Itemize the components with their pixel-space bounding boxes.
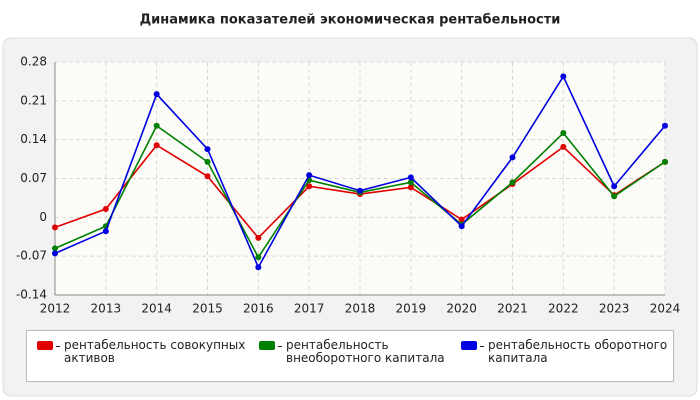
x-tick-label: 2024 xyxy=(650,302,681,316)
point xyxy=(255,234,262,241)
legend-dash xyxy=(278,346,282,347)
point xyxy=(509,154,516,161)
legend-dash xyxy=(480,346,484,347)
point xyxy=(458,223,465,230)
point xyxy=(153,122,160,129)
x-tick-label: 2018 xyxy=(345,302,376,316)
point xyxy=(204,158,211,165)
point xyxy=(662,158,668,165)
point xyxy=(560,143,567,150)
legend-label: рентабельность оборотного капитала xyxy=(488,338,668,365)
point xyxy=(153,142,160,149)
x-tick-label: 2022 xyxy=(548,302,579,316)
point xyxy=(102,206,109,213)
point xyxy=(560,73,567,80)
point xyxy=(52,250,58,257)
point xyxy=(102,228,109,235)
point xyxy=(357,187,363,194)
y-tick-label: 0.07 xyxy=(20,171,47,185)
x-tick-label: 2012 xyxy=(40,302,71,316)
point xyxy=(255,264,262,271)
legend-label: рентабельность совокупных активов xyxy=(64,338,246,365)
x-tick-label: 2021 xyxy=(497,302,528,316)
x-tick-label: 2015 xyxy=(192,302,223,316)
legend-item: рентабельность совокупных активов xyxy=(37,339,264,365)
legend: рентабельность совокупных активов рентабе… xyxy=(26,330,674,382)
point xyxy=(509,179,516,186)
y-tick-label: 0.14 xyxy=(20,132,47,146)
point xyxy=(611,193,618,200)
point xyxy=(153,91,160,98)
legend-swatch xyxy=(461,341,477,350)
legend-swatch xyxy=(37,341,53,350)
point xyxy=(407,184,414,191)
y-tick-label: 0.21 xyxy=(20,93,47,107)
point xyxy=(306,172,313,179)
legend-label: рентабельность внеоборотного капитала xyxy=(286,338,445,365)
legend-swatch xyxy=(259,341,275,350)
point xyxy=(458,216,465,223)
x-tick-label: 2020 xyxy=(446,302,477,316)
point xyxy=(204,173,211,180)
y-tick-label: -0.07 xyxy=(16,249,47,263)
y-tick-label: 0.28 xyxy=(20,55,47,69)
point xyxy=(255,254,262,261)
x-tick-label: 2017 xyxy=(294,302,325,316)
chart-title: Динамика показателей экономическая рента… xyxy=(140,13,561,28)
point xyxy=(611,183,618,190)
point xyxy=(560,130,567,137)
x-tick-label: 2013 xyxy=(91,302,122,316)
y-tick-label: 0 xyxy=(39,210,47,224)
point xyxy=(407,174,414,181)
point xyxy=(662,122,668,129)
legend-dash xyxy=(56,346,60,347)
legend-item: рентабельность оборотного капитала xyxy=(461,339,688,365)
point xyxy=(52,224,58,231)
x-tick-label: 2019 xyxy=(396,302,427,316)
y-tick-label: -0.14 xyxy=(16,288,47,302)
point xyxy=(407,179,414,186)
point xyxy=(52,245,58,252)
x-tick-label: 2023 xyxy=(599,302,630,316)
x-tick-label: 2016 xyxy=(243,302,274,316)
point xyxy=(204,146,211,153)
x-tick-label: 2014 xyxy=(141,302,172,316)
point xyxy=(306,183,313,190)
legend-item: рентабельность внеоборотного капитала xyxy=(259,339,466,365)
